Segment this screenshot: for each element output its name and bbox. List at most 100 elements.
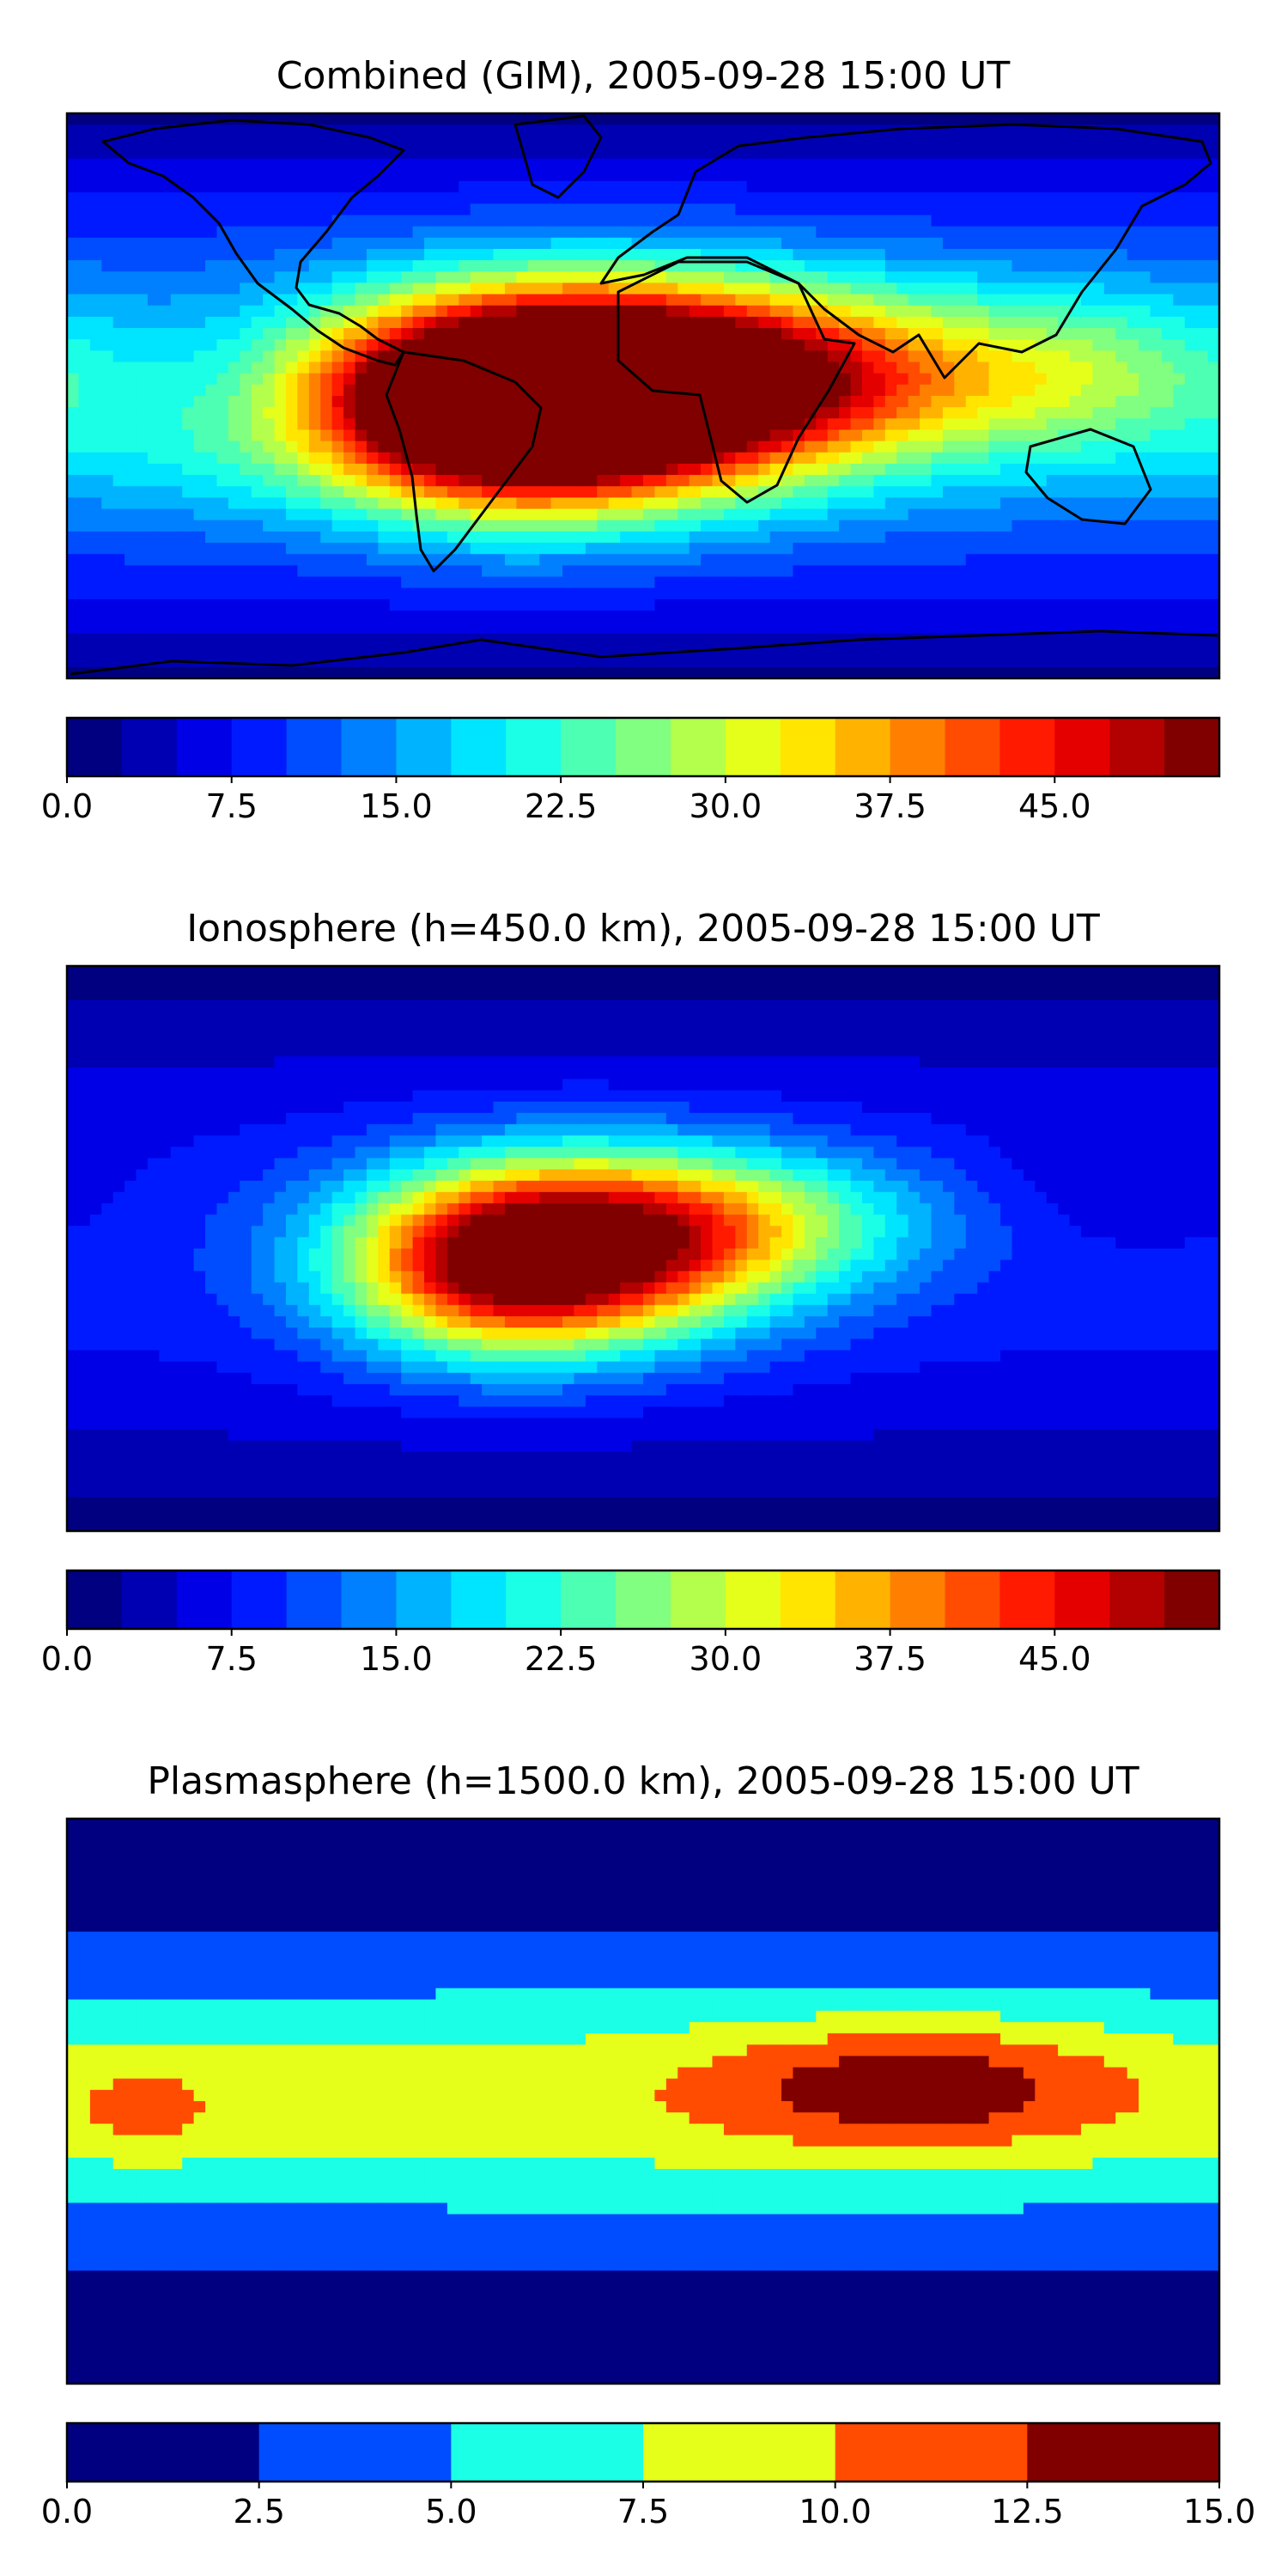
heatmap-cell	[355, 204, 368, 216]
heatmap-cell	[355, 486, 368, 499]
heatmap-cell	[1150, 475, 1163, 487]
heatmap-cell	[758, 565, 771, 578]
heatmap-cell	[631, 113, 644, 125]
heatmap-cell	[285, 633, 298, 646]
heatmap-cell	[804, 248, 817, 261]
heatmap-cell	[723, 180, 736, 193]
heatmap-cell	[631, 215, 644, 228]
heatmap-cell	[931, 576, 944, 589]
heatmap-cell	[504, 486, 517, 499]
heatmap-cell	[504, 543, 517, 555]
heatmap-cell	[470, 305, 483, 318]
heatmap-cell	[954, 611, 967, 623]
heatmap-cell	[1012, 361, 1024, 374]
heatmap-cell	[608, 463, 621, 476]
heatmap-cell	[1058, 147, 1071, 160]
heatmap-cell	[1012, 508, 1024, 521]
heatmap-cell	[1173, 373, 1186, 386]
heatmap-cell	[769, 350, 782, 363]
heatmap-cell	[873, 418, 886, 431]
heatmap-cell	[1092, 497, 1105, 510]
heatmap-cell	[297, 350, 310, 363]
heatmap-cell	[1035, 396, 1048, 408]
heatmap-cell	[516, 633, 529, 646]
heatmap-cell	[977, 666, 990, 678]
heatmap-cell	[263, 531, 276, 544]
heatmap-cell	[873, 260, 886, 272]
heatmap-cell	[240, 169, 252, 182]
heatmap-cell	[954, 226, 967, 239]
heatmap-cell	[182, 633, 195, 646]
heatmap-cell	[170, 565, 183, 578]
heatmap-cell	[701, 180, 714, 193]
heatmap-cell	[746, 283, 759, 295]
heatmap-cell	[1092, 361, 1105, 374]
heatmap-cell	[1127, 192, 1139, 204]
heatmap-cell	[1103, 316, 1116, 329]
heatmap-cell	[147, 452, 160, 465]
heatmap-cell	[274, 260, 287, 272]
heatmap-cell	[1173, 305, 1186, 318]
heatmap-cell	[920, 316, 933, 329]
heatmap-cell	[412, 180, 425, 193]
heatmap-cell	[793, 204, 805, 216]
heatmap-cell	[297, 192, 310, 204]
heatmap-cell	[908, 283, 920, 295]
heatmap-cell	[263, 429, 276, 442]
heatmap-cell	[308, 396, 321, 408]
heatmap-cell	[193, 452, 206, 465]
heatmap-cell	[1103, 531, 1116, 544]
heatmap-cell	[263, 180, 276, 193]
heatmap-cell	[896, 294, 909, 307]
heatmap-cell	[78, 565, 91, 578]
heatmap-cell	[620, 554, 633, 566]
heatmap-cell	[240, 633, 252, 646]
heatmap-cell	[355, 418, 368, 431]
heatmap-cell	[1184, 328, 1197, 340]
heatmap-cell	[1092, 283, 1105, 295]
heatmap-cell	[665, 237, 678, 250]
heatmap-cell	[401, 543, 414, 555]
heatmap-cell	[643, 248, 656, 261]
heatmap-cell	[412, 373, 425, 386]
heatmap-cell	[297, 204, 310, 216]
heatmap-cell	[1092, 158, 1105, 171]
heatmap-cell	[850, 655, 863, 668]
heatmap-cell	[1000, 396, 1013, 408]
heatmap-cell	[1092, 339, 1105, 351]
heatmap-cell	[1150, 136, 1163, 149]
heatmap-cell	[424, 475, 437, 487]
heatmap-cell	[654, 554, 667, 566]
heatmap-cell	[631, 519, 644, 532]
heatmap-cell	[620, 576, 633, 589]
heatmap-cell	[193, 666, 206, 678]
heatmap-cell	[942, 328, 955, 340]
heatmap-cell	[931, 136, 944, 149]
heatmap-cell	[804, 204, 817, 216]
heatmap-cell	[1069, 192, 1082, 204]
heatmap-cell	[769, 158, 782, 171]
heatmap-cell	[746, 440, 759, 453]
heatmap-cell	[574, 452, 586, 465]
heatmap-cell	[920, 452, 933, 465]
heatmap-cell	[735, 633, 748, 646]
heatmap-cell	[516, 283, 529, 295]
heatmap-cell	[285, 192, 298, 204]
heatmap-cell	[712, 565, 725, 578]
heatmap-cell	[585, 452, 598, 465]
heatmap-cell	[735, 543, 748, 555]
heatmap-cell	[1207, 373, 1219, 386]
heatmap-cell	[873, 655, 886, 668]
heatmap-cell	[1150, 237, 1163, 250]
heatmap-cell	[1161, 169, 1174, 182]
heatmap-cell	[723, 169, 736, 182]
heatmap-cell	[482, 136, 495, 149]
heatmap-cell	[170, 192, 183, 204]
heatmap-cell	[723, 339, 736, 351]
heatmap-cell	[850, 396, 863, 408]
heatmap-cell	[320, 565, 333, 578]
heatmap-cell	[67, 655, 80, 668]
heatmap-cell	[689, 666, 702, 678]
heatmap-cell	[746, 180, 759, 193]
heatmap-cell	[101, 283, 114, 295]
